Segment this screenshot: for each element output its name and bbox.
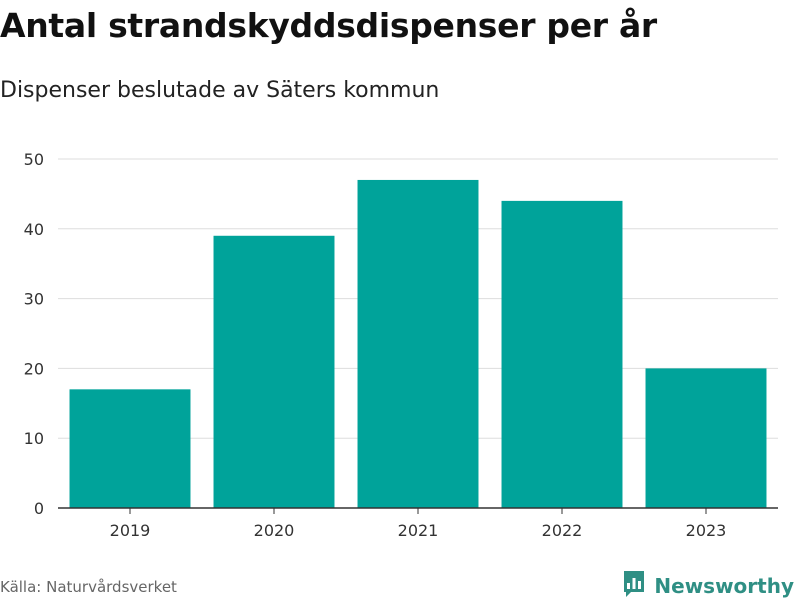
y-tick-labels: 0 10 20 30 40 50 — [24, 150, 44, 518]
x-tick-label: 2021 — [398, 521, 439, 540]
x-tick-labels: 2019 2020 2021 2022 2023 — [110, 508, 727, 540]
bar-2021 — [357, 179, 479, 508]
bar-2023 — [645, 368, 767, 508]
bar-2019 — [69, 389, 191, 508]
bars — [69, 179, 767, 508]
source-note: Källa: Naturvårdsverket — [0, 578, 177, 596]
x-tick-label: 2022 — [542, 521, 583, 540]
y-tick-label: 40 — [24, 220, 44, 239]
y-tick-label: 30 — [24, 290, 44, 309]
x-tick-label: 2023 — [686, 521, 727, 540]
brand: Newsworthy — [622, 570, 794, 602]
chart-subtitle: Dispenser beslutade av Säters kommun — [0, 78, 440, 103]
bar-2022 — [501, 200, 623, 508]
y-tick-label: 0 — [34, 499, 44, 518]
y-tick-label: 10 — [24, 429, 44, 448]
bar-chart-speech-bubble-icon — [622, 570, 646, 602]
bar-2020 — [213, 235, 335, 508]
x-tick-label: 2020 — [254, 521, 295, 540]
brand-name: Newsworthy — [654, 574, 794, 598]
x-tick-label: 2019 — [110, 521, 151, 540]
y-tick-label: 20 — [24, 359, 44, 378]
y-tick-label: 50 — [24, 150, 44, 169]
chart-title: Antal strandskyddsdispenser per år — [0, 6, 657, 45]
